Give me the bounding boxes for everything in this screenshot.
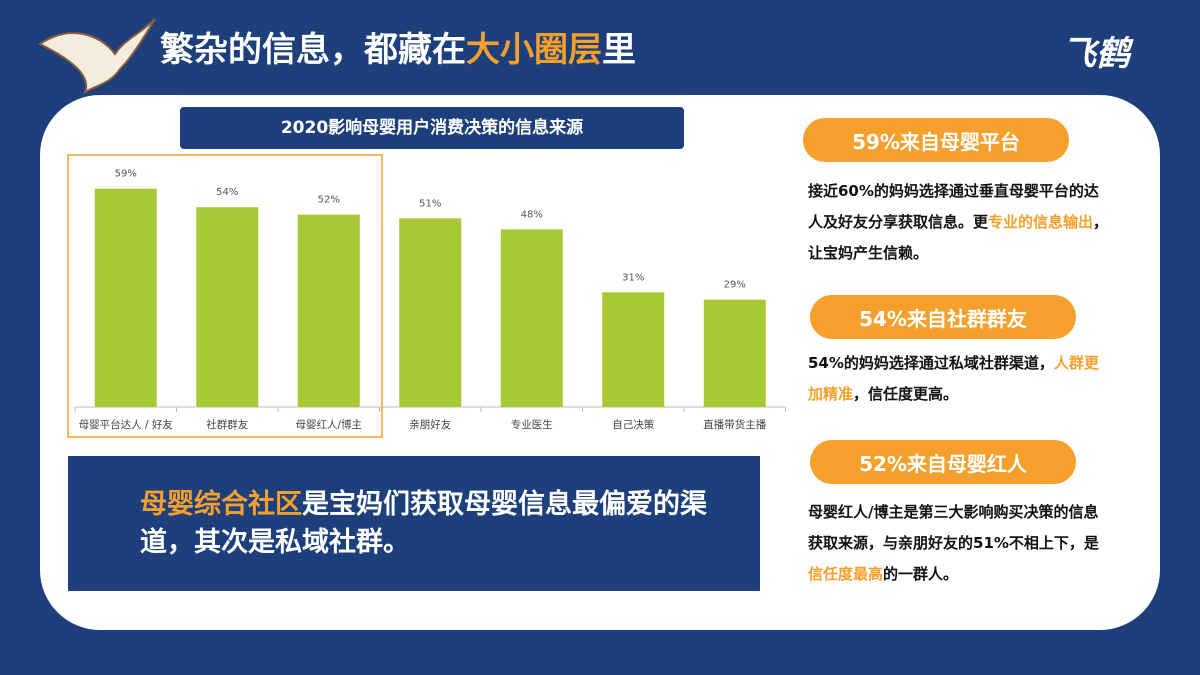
crane-shape: [38, 18, 156, 94]
text-run: 里: [602, 30, 636, 70]
insight-heading: 52%来自母婴红人: [810, 440, 1076, 484]
text-run: 专业的信息输出: [988, 213, 1094, 231]
data-label: 29%: [724, 280, 746, 291]
logo: 飞鹤: [1062, 34, 1130, 74]
bar: [500, 229, 563, 407]
insight-heading: 59%来自母婴平台: [803, 118, 1069, 162]
insight-text: 母婴红人/博主是第三大影响购买决策的信息获取来源，与亲朋好友的51%不相上下，是…: [808, 497, 1113, 590]
text-run: 母婴红人/博主是第三大影响购买决策的信息获取来源，与亲朋好友的51%不相上下，是: [808, 503, 1099, 552]
data-label: 54%: [216, 187, 238, 198]
bar: [602, 292, 665, 407]
text-run: 是宝妈们获取母婴信息最偏爱的渠道，其次是私域社群。: [140, 489, 707, 558]
text-run: 54%的妈妈选择通过私域社群渠道，: [808, 354, 1054, 372]
text-run: 的一群人。: [883, 565, 959, 583]
text-run: 信任度最高: [808, 565, 884, 583]
x-tick-label: 直播带货主播: [703, 418, 766, 431]
x-tick-label: 母婴平台达人 / 好友: [79, 418, 174, 431]
x-tick-label: 社群群友: [206, 418, 248, 431]
text-run: 大小圈层: [466, 30, 602, 70]
text-run: ，让宝妈产生信赖。: [808, 213, 1109, 262]
chart-title-box: [180, 107, 684, 149]
text-run: ，信任度更高。: [853, 385, 959, 403]
text-run: 人群更加精准: [808, 354, 1099, 403]
data-label: 31%: [622, 272, 644, 283]
data-label: 59%: [115, 169, 137, 180]
chart-title: 2020影响母婴用户消费决策的信息来源: [281, 117, 583, 138]
summary-text: 母婴综合社区是宝妈们获取母婴信息最偏爱的渠道，其次是私域社群。: [140, 486, 730, 562]
insight-text: 54%的妈妈选择通过私域社群渠道，人群更加精准，信任度更高。: [808, 348, 1113, 410]
crane-icon: [38, 18, 156, 94]
bar: [703, 299, 766, 407]
x-tick-label: 亲朋好友: [409, 418, 451, 431]
insight-heading: 54%来自社群群友: [810, 295, 1076, 339]
bar: [94, 188, 157, 407]
text-run: 母婴综合社区: [140, 489, 302, 520]
text-run: 接近60%的妈妈选择通过垂直母婴平台的达人及好友分享获取信息。更: [808, 182, 1099, 231]
data-label: 48%: [521, 209, 543, 220]
bar: [297, 214, 360, 407]
bar: [196, 207, 259, 407]
data-label: 51%: [419, 198, 441, 209]
x-tick-label: 母婴红人/博主: [295, 418, 362, 431]
highlight-box: [67, 154, 383, 438]
data-label: 52%: [318, 195, 340, 206]
summary-box: 母婴综合社区是宝妈们获取母婴信息最偏爱的渠道，其次是私域社群。: [68, 456, 760, 591]
x-tick-label: 专业医生: [511, 418, 553, 431]
text-run: 繁杂的信息，都藏在: [160, 30, 466, 70]
insight-text: 接近60%的妈妈选择通过垂直母婴平台的达人及好友分享获取信息。更专业的信息输出，…: [808, 176, 1113, 269]
slide-title: 繁杂的信息，都藏在大小圈层里: [160, 22, 636, 71]
bar: [399, 218, 462, 407]
x-tick-label: 自己决策: [612, 418, 654, 431]
